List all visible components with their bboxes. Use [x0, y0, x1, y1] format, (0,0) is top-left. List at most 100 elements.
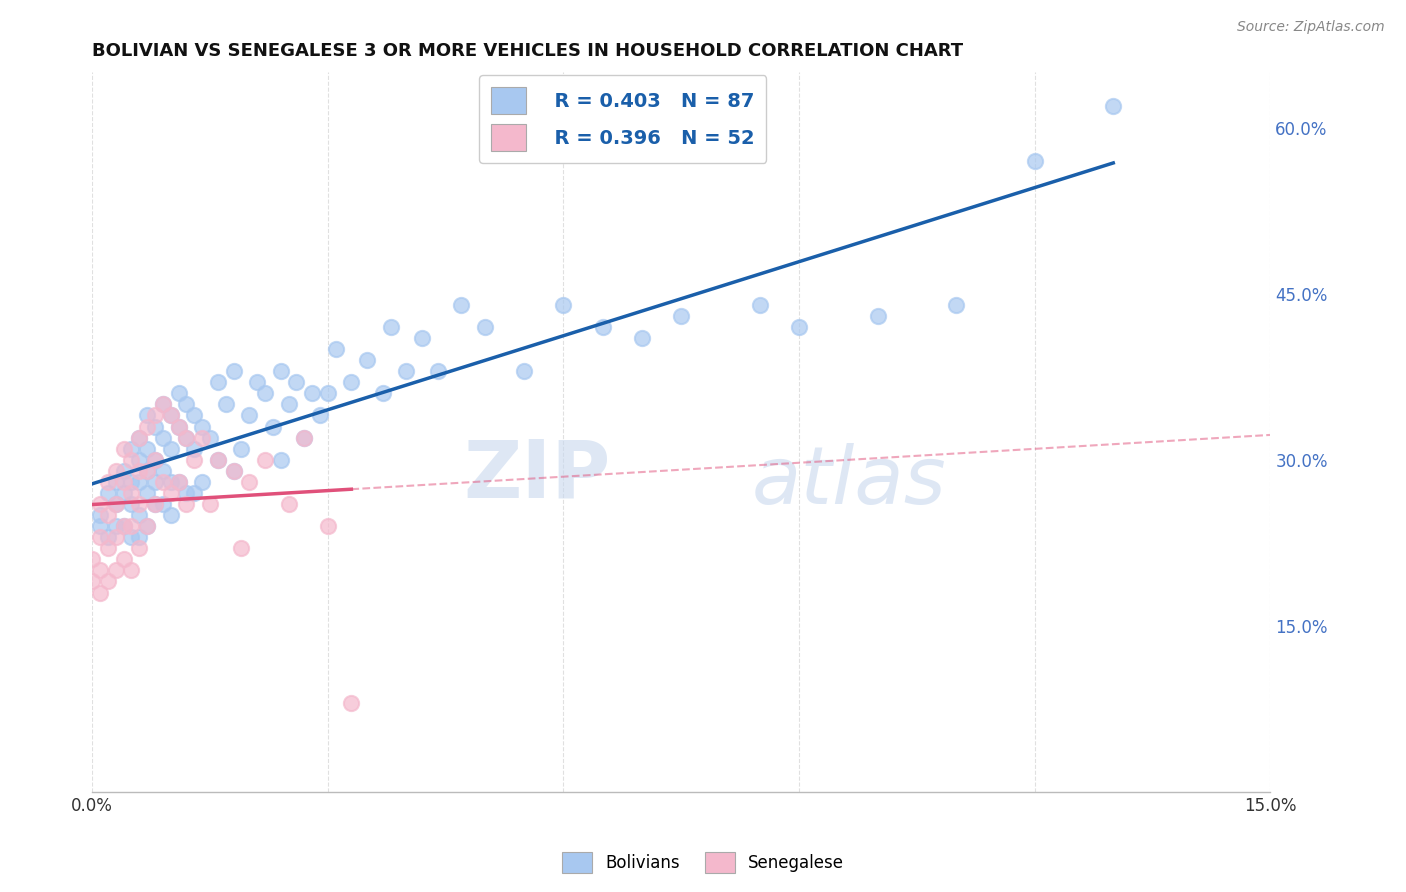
Point — [222, 464, 245, 478]
Point — [380, 320, 402, 334]
Point — [395, 364, 418, 378]
Point — [112, 464, 135, 478]
Point — [176, 397, 198, 411]
Point — [143, 475, 166, 489]
Point — [89, 497, 111, 511]
Point — [143, 497, 166, 511]
Point — [270, 364, 292, 378]
Point — [167, 419, 190, 434]
Point — [128, 508, 150, 522]
Point — [128, 475, 150, 489]
Point — [411, 331, 433, 345]
Point — [120, 519, 142, 533]
Point — [104, 464, 127, 478]
Point — [104, 497, 127, 511]
Point — [277, 397, 299, 411]
Point — [592, 320, 614, 334]
Point — [474, 320, 496, 334]
Point — [159, 409, 181, 423]
Point — [112, 475, 135, 489]
Point — [253, 452, 276, 467]
Point — [159, 409, 181, 423]
Point — [112, 519, 135, 533]
Point — [787, 320, 810, 334]
Point — [120, 442, 142, 456]
Point — [120, 563, 142, 577]
Point — [136, 419, 159, 434]
Point — [112, 486, 135, 500]
Point — [97, 475, 120, 489]
Point — [120, 497, 142, 511]
Point — [143, 419, 166, 434]
Point — [152, 431, 174, 445]
Point — [152, 475, 174, 489]
Point — [253, 386, 276, 401]
Text: Source: ZipAtlas.com: Source: ZipAtlas.com — [1237, 20, 1385, 34]
Point — [159, 475, 181, 489]
Point — [222, 464, 245, 478]
Point — [128, 541, 150, 556]
Point — [207, 376, 229, 390]
Point — [104, 475, 127, 489]
Point — [104, 497, 127, 511]
Point — [866, 309, 889, 323]
Point — [152, 497, 174, 511]
Point — [1024, 153, 1046, 168]
Point — [112, 519, 135, 533]
Point — [120, 486, 142, 500]
Point — [128, 497, 150, 511]
Point — [167, 419, 190, 434]
Point — [671, 309, 693, 323]
Point — [191, 419, 214, 434]
Point — [97, 508, 120, 522]
Point — [513, 364, 536, 378]
Point — [207, 452, 229, 467]
Point — [120, 530, 142, 544]
Legend: Bolivians, Senegalese: Bolivians, Senegalese — [555, 846, 851, 880]
Point — [285, 376, 308, 390]
Point — [128, 464, 150, 478]
Point — [136, 442, 159, 456]
Legend:   R = 0.403   N = 87,   R = 0.396   N = 52: R = 0.403 N = 87, R = 0.396 N = 52 — [479, 75, 766, 163]
Point — [292, 431, 315, 445]
Point — [631, 331, 654, 345]
Point — [152, 397, 174, 411]
Point — [748, 298, 770, 312]
Point — [246, 376, 269, 390]
Point — [143, 409, 166, 423]
Point — [82, 574, 104, 589]
Point — [143, 452, 166, 467]
Point — [553, 298, 575, 312]
Point — [191, 431, 214, 445]
Point — [167, 386, 190, 401]
Point — [176, 431, 198, 445]
Point — [309, 409, 332, 423]
Point — [136, 519, 159, 533]
Point — [128, 431, 150, 445]
Point — [136, 464, 159, 478]
Point — [167, 475, 190, 489]
Point — [82, 552, 104, 566]
Point — [104, 530, 127, 544]
Point — [231, 541, 253, 556]
Point — [120, 452, 142, 467]
Point — [301, 386, 323, 401]
Point — [112, 442, 135, 456]
Point — [183, 486, 205, 500]
Point — [89, 563, 111, 577]
Point — [277, 497, 299, 511]
Point — [176, 486, 198, 500]
Point — [159, 508, 181, 522]
Point — [97, 486, 120, 500]
Point — [316, 519, 339, 533]
Point — [198, 497, 221, 511]
Point — [152, 464, 174, 478]
Point — [316, 386, 339, 401]
Point — [112, 552, 135, 566]
Point — [128, 530, 150, 544]
Point — [104, 563, 127, 577]
Text: ZIP: ZIP — [464, 436, 610, 514]
Point — [136, 409, 159, 423]
Point — [89, 508, 111, 522]
Point — [136, 486, 159, 500]
